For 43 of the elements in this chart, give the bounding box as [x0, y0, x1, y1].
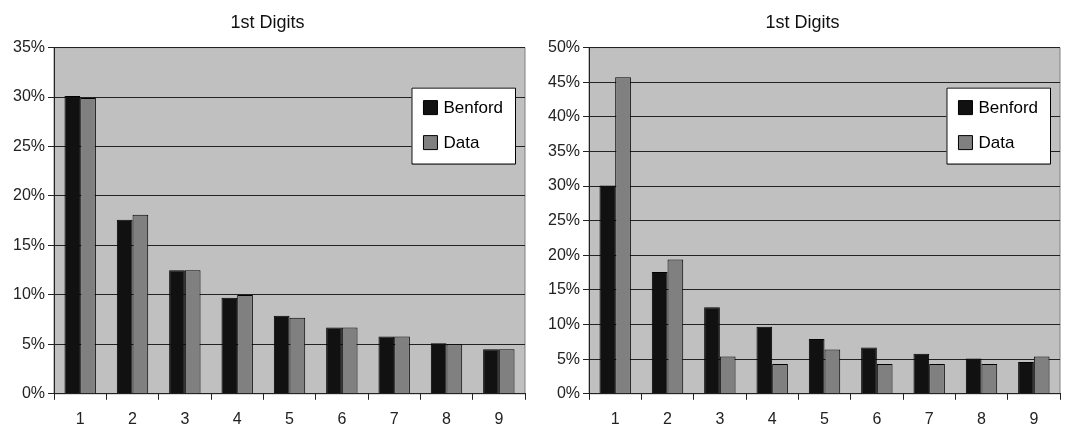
legend-label: Data — [443, 133, 480, 153]
x-tick-label: 6 — [337, 409, 347, 427]
legend-label: Benford — [443, 98, 504, 118]
x-tick-label: 6 — [872, 409, 882, 427]
x-tick-label: 9 — [494, 409, 504, 427]
x-tick-label: 3 — [180, 409, 190, 427]
y-tick-label: 35% — [547, 141, 581, 159]
x-tick-label: 5 — [285, 409, 295, 427]
y-tick-label: 15% — [547, 280, 581, 298]
x-tick-label: 5 — [820, 409, 830, 427]
y-tick-label: 25% — [547, 211, 581, 229]
x-tick-label: 2 — [663, 409, 673, 427]
legend-label: Benford — [978, 98, 1039, 118]
y-tick-label: 45% — [547, 72, 581, 90]
x-tick-label: 3 — [715, 409, 725, 427]
y-tick-label: 5% — [556, 349, 581, 367]
x-tick-label: 4 — [232, 409, 242, 427]
y-tick-label: 35% — [12, 38, 46, 56]
y-tick-label: 10% — [547, 314, 581, 332]
x-tick-label: 4 — [767, 409, 777, 427]
y-tick-label: 0% — [21, 384, 46, 402]
chart-title: 1st Digits — [765, 11, 840, 32]
y-tick-label: 20% — [547, 245, 581, 263]
x-tick-label: 8 — [977, 409, 987, 427]
y-tick-label: 50% — [547, 38, 581, 56]
y-tick-label: 40% — [547, 107, 581, 125]
y-tick-label: 20% — [12, 186, 46, 204]
x-tick-label: 1 — [610, 409, 620, 427]
x-tick-label: 7 — [924, 409, 934, 427]
y-tick-label: 0% — [556, 384, 581, 402]
chart-title: 1st Digits — [230, 11, 305, 32]
y-tick-label: 15% — [12, 235, 46, 253]
y-tick-label: 5% — [21, 334, 46, 352]
x-tick-label: 1 — [75, 409, 85, 427]
y-tick-label: 25% — [12, 136, 46, 154]
x-tick-label: 9 — [1029, 409, 1039, 427]
y-tick-label: 30% — [547, 176, 581, 194]
y-tick-label: 10% — [12, 285, 46, 303]
x-tick-label: 7 — [389, 409, 399, 427]
x-tick-label: 2 — [128, 409, 138, 427]
y-tick-label: 30% — [12, 87, 46, 105]
x-tick-label: 8 — [442, 409, 452, 427]
legend-label: Data — [978, 133, 1015, 153]
